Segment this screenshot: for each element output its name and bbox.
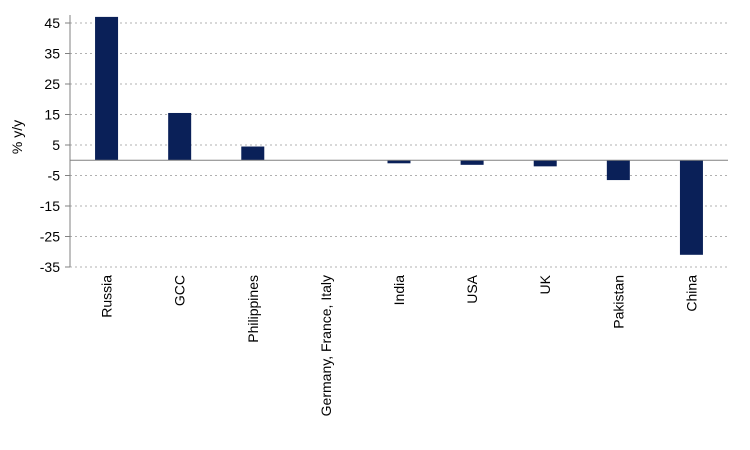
category-label: Russia	[99, 275, 115, 318]
bar-china	[679, 160, 703, 255]
y-axis-label: % y/y	[9, 120, 25, 154]
y-tick-label: 15	[44, 107, 60, 123]
bars	[95, 16, 703, 255]
category-label: Philippines	[245, 275, 261, 343]
category-label: Pakistan	[610, 275, 626, 329]
bar-uk	[533, 160, 557, 167]
category-label: India	[391, 275, 407, 306]
bar-russia	[95, 16, 119, 161]
y-tick-label: 35	[44, 46, 60, 62]
category-label: China	[683, 275, 699, 312]
bar-usa	[460, 160, 484, 165]
y-tick-label: 45	[44, 15, 60, 31]
bar-india	[387, 160, 411, 164]
y-tick-label: 25	[44, 76, 60, 92]
axes	[65, 15, 728, 268]
bar-philippines	[241, 146, 265, 161]
category-label: Germany, France, Italy	[318, 275, 334, 416]
y-tick-label: -15	[40, 198, 60, 214]
category-label: USA	[464, 274, 480, 303]
y-tick-label: -35	[40, 259, 60, 275]
category-label: UK	[537, 274, 553, 294]
category-labels: Russia GCC Philippines Germany, France, Ita…	[99, 274, 700, 416]
y-tick-label: -5	[48, 168, 61, 184]
y-tick-label: 5	[52, 137, 60, 153]
bar-pakistan	[606, 160, 630, 181]
category-label: GCC	[172, 275, 188, 306]
bar-gcc	[168, 112, 192, 161]
y-tick-label: -25	[40, 229, 60, 245]
y-tick-labels: 45 35 25 15 5 -5 -15 -25 -35	[40, 15, 60, 275]
